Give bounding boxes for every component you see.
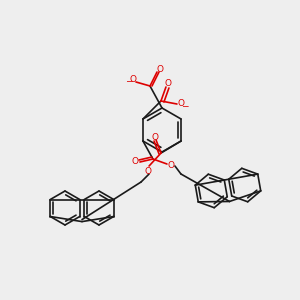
Text: O: O (145, 167, 152, 176)
Text: O: O (130, 74, 136, 83)
Text: O: O (157, 64, 164, 74)
Text: O: O (152, 133, 159, 142)
Text: O: O (164, 80, 171, 88)
Text: O: O (177, 100, 184, 109)
Text: O: O (131, 157, 138, 166)
Text: O: O (167, 161, 174, 170)
Text: −: − (125, 76, 133, 85)
Text: −: − (181, 101, 189, 110)
